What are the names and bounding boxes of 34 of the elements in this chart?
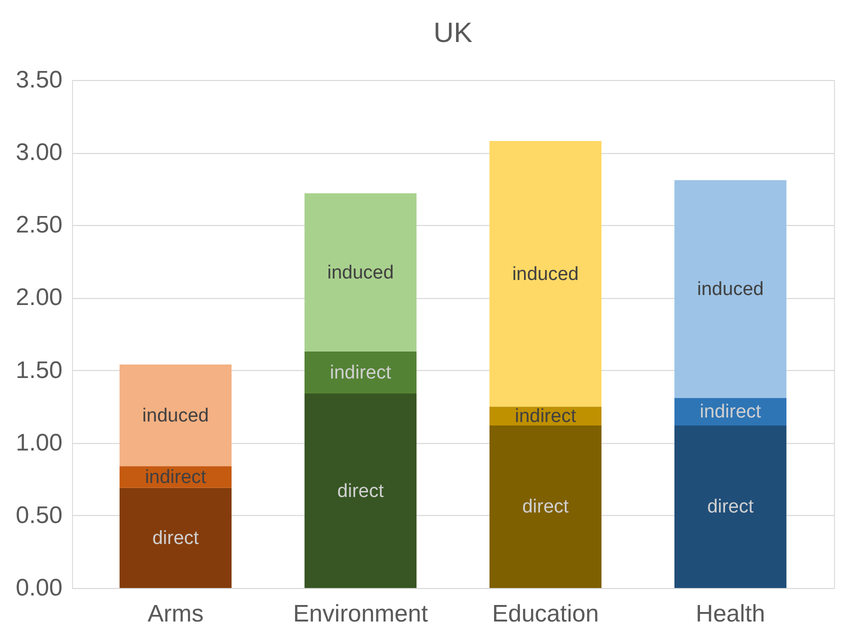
series-label: induced: [697, 279, 764, 300]
text: induced: [327, 262, 394, 284]
text: induced: [512, 264, 579, 285]
bar: [304, 351, 417, 394]
text: induced: [142, 405, 209, 426]
y-tick-label: 1.50: [16, 356, 62, 384]
bar: [304, 394, 417, 588]
y-tick-label: 1.00: [16, 429, 62, 456]
text: direct: [707, 496, 754, 518]
chart-title: UK: [434, 17, 473, 48]
y-tick-label: 0.50: [16, 502, 62, 529]
x-tick-label: Arms: [148, 600, 204, 628]
text: indirect: [514, 406, 576, 428]
text: direct: [152, 528, 199, 549]
y-tick-label: 2.50: [16, 212, 62, 239]
bar: [304, 193, 417, 352]
y-tick-label: 3.00: [16, 139, 62, 166]
bar: [674, 425, 786, 588]
x-tick-label: Environment: [293, 600, 428, 628]
series-label: direct: [337, 480, 384, 502]
y-tick-label: 0.00: [16, 574, 62, 602]
x-tick-label: Education: [492, 600, 599, 628]
bar: [120, 488, 232, 588]
bar: [489, 140, 602, 407]
text: direct: [522, 496, 569, 518]
x-tick-label: Health: [696, 600, 766, 628]
bar: [674, 180, 786, 398]
y-tick-label: 2.00: [16, 284, 62, 312]
series-label: indirect: [144, 466, 207, 488]
text: indirect: [700, 402, 762, 423]
y-tick-label: 3.50: [16, 66, 62, 94]
text: indirect: [330, 362, 392, 384]
bar: [120, 364, 232, 466]
bar: [489, 425, 602, 588]
